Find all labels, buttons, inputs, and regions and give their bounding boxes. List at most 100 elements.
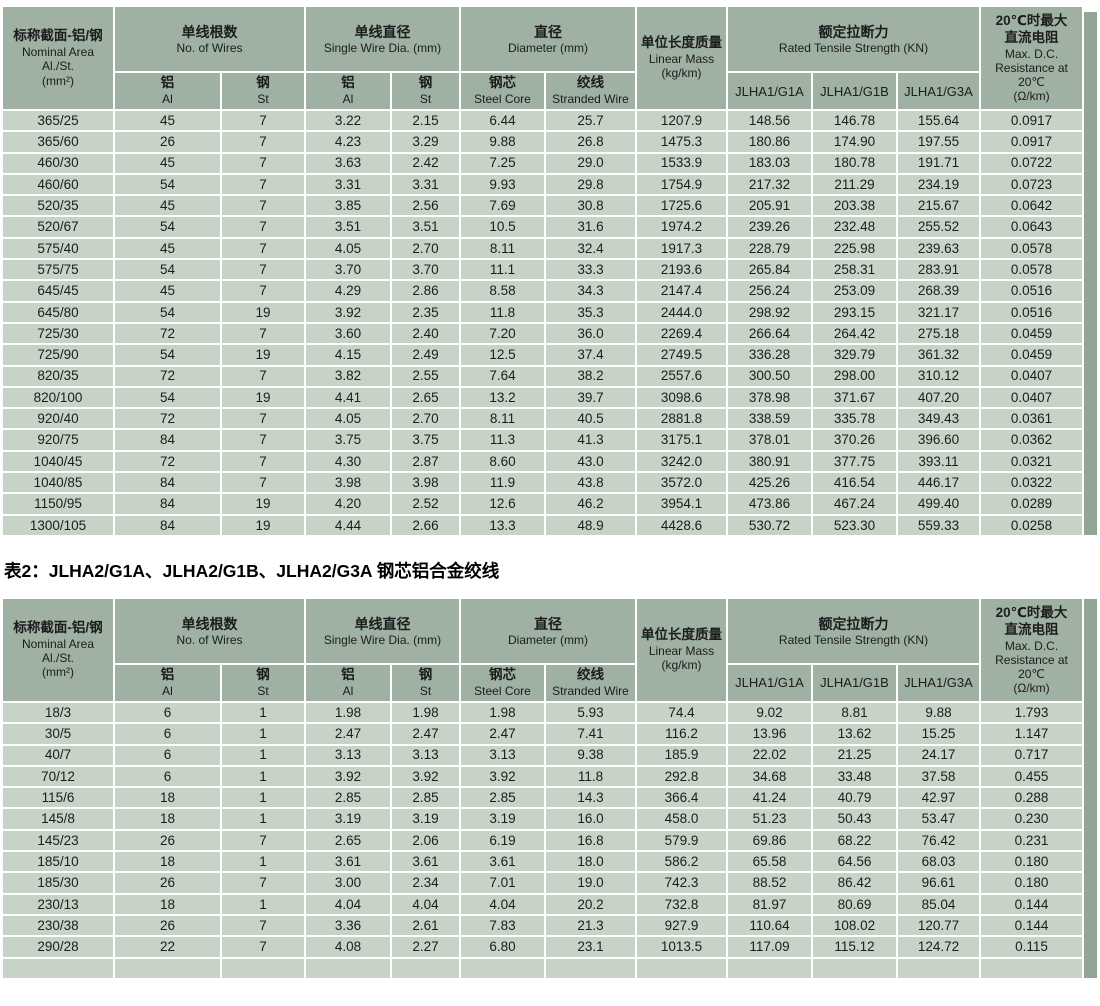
header-line-en: Al bbox=[162, 92, 173, 107]
header-line-zh: 钢 bbox=[418, 75, 433, 91]
table-cell: 81.97 bbox=[728, 894, 811, 914]
table-cell: 232.48 bbox=[813, 217, 896, 237]
table-cell: 10.5 bbox=[461, 217, 544, 237]
table-cell: 1 bbox=[222, 724, 304, 744]
table-cell: 4.04 bbox=[306, 894, 390, 914]
table-cell: 26 bbox=[115, 830, 220, 851]
table-cell: 7 bbox=[222, 196, 304, 216]
subheader-al-dia: 铝 Al bbox=[306, 73, 390, 109]
table-cell: 35.3 bbox=[546, 302, 635, 322]
table-cell: 13.2 bbox=[461, 387, 544, 408]
table-row: 920/40 72 7 4.05 2.70 8.11 40.5 2881.8 338.59 335… bbox=[3, 409, 1082, 429]
table-cell: 7 bbox=[222, 111, 304, 131]
table-cell: 3.22 bbox=[306, 111, 390, 131]
table-cell: 8.11 bbox=[461, 409, 544, 429]
table-cell: 2.56 bbox=[392, 196, 459, 216]
table-row: 230/38 26 7 3.36 2.61 7.83 21.3 927.9 110.64 108.… bbox=[3, 915, 1082, 936]
table-cell: 234.19 bbox=[898, 174, 979, 195]
table-cell: 3.13 bbox=[461, 745, 544, 765]
right-edge-band bbox=[1084, 12, 1097, 535]
table-row: 725/90 54 19 4.15 2.49 12.5 37.4 2749.5 336.28 32… bbox=[3, 345, 1082, 365]
table-cell: 336.28 bbox=[728, 345, 811, 365]
table-cell: 1 bbox=[222, 745, 304, 765]
header-line-zh: 标称截面-铝/钢 bbox=[13, 620, 103, 636]
table-cell: 54 bbox=[115, 387, 220, 408]
table-row: 820/35 72 7 3.82 2.55 7.64 38.2 2557.6 300.50 298… bbox=[3, 366, 1082, 386]
table-cell: 7.01 bbox=[461, 873, 544, 893]
spec-table-1: 标称截面-铝/钢 Nominal Area Al./St. (mm²) 单线根数… bbox=[1, 5, 1084, 537]
table-cell: 0.0643 bbox=[981, 217, 1082, 237]
table-cell: 0.0917 bbox=[981, 132, 1082, 152]
table-cell: 298.00 bbox=[813, 366, 896, 386]
header-line-zh: 钢 bbox=[418, 667, 433, 683]
table-cell: 18 bbox=[115, 788, 220, 808]
right-edge-band bbox=[1084, 598, 1097, 978]
table-cell: 256.24 bbox=[728, 281, 811, 301]
table-cell: 15.25 bbox=[898, 724, 979, 744]
subheader-steel-core: 钢芯 Steel Core bbox=[461, 73, 544, 109]
header-line-en: (mm²) bbox=[42, 73, 74, 88]
header-line-en: Max. D.C. bbox=[1004, 638, 1059, 653]
table-cell: 72 bbox=[115, 451, 220, 472]
table-cell: 11.1 bbox=[461, 260, 544, 280]
table-cell: 380.91 bbox=[728, 451, 811, 472]
table-cell: 45 bbox=[115, 111, 220, 131]
header-no-of-wires: 单线根数 No. of Wires bbox=[115, 7, 304, 71]
table-cell: 115/6 bbox=[3, 788, 113, 808]
table-cell: 1.98 bbox=[306, 702, 390, 723]
table-row: 30/5 6 1 2.47 2.47 2.47 7.41 116.2 13.96 13.62 15.… bbox=[3, 724, 1082, 744]
table-cell: 96.61 bbox=[898, 873, 979, 893]
table-cell: 34.3 bbox=[546, 281, 635, 301]
table-row: 1300/105 84 19 4.44 2.66 13.3 48.9 4428.6 530.72… bbox=[3, 515, 1082, 535]
table-cell: 203.38 bbox=[813, 196, 896, 216]
table-cell: 197.55 bbox=[898, 132, 979, 152]
table-cell: 2193.6 bbox=[637, 260, 726, 280]
header-line-en: St bbox=[419, 92, 432, 107]
subheader-st-dia: 钢 St bbox=[392, 664, 459, 701]
subheader-st-count: 钢 St bbox=[222, 73, 304, 109]
table-cell: 2.65 bbox=[392, 387, 459, 408]
header-line-zh: 铝 bbox=[341, 667, 355, 683]
subheader-steel-core: 钢芯 Steel Core bbox=[461, 664, 544, 701]
table-cell: 185/10 bbox=[3, 852, 113, 872]
table2-header: 标称截面-铝/钢 Nominal Area Al./St. (mm²) 单线根数… bbox=[3, 598, 1082, 701]
table-cell: 446.17 bbox=[898, 473, 979, 493]
table-cell: 3.19 bbox=[392, 809, 459, 829]
table-cell: 4.20 bbox=[306, 494, 390, 514]
table-cell: 1917.3 bbox=[637, 238, 726, 259]
table-cell: 1.98 bbox=[392, 702, 459, 723]
table-cell: 3175.1 bbox=[637, 430, 726, 450]
table-cell: 6 bbox=[115, 745, 220, 765]
table-cell: 1 bbox=[222, 852, 304, 872]
header-line-en: Steel Core bbox=[474, 92, 531, 107]
table-cell: 2.15 bbox=[392, 111, 459, 131]
subheader-stranded-wire: 绞线 Stranded Wire bbox=[546, 73, 635, 109]
table-cell: 3.85 bbox=[306, 196, 390, 216]
table-cell: 0.180 bbox=[981, 873, 1082, 893]
header-line-zh: 单线根数 bbox=[181, 615, 238, 632]
table-cell: 579.9 bbox=[637, 830, 726, 851]
table-cell: 7.69 bbox=[461, 196, 544, 216]
header-line-zh: 直流电阻 bbox=[1004, 621, 1059, 637]
table-cell: 40.79 bbox=[813, 788, 896, 808]
header-line-en: No. of Wires bbox=[176, 632, 243, 647]
table-cell: 1725.6 bbox=[637, 196, 726, 216]
table-cell: 180.86 bbox=[728, 132, 811, 152]
table-row: 645/80 54 19 3.92 2.35 11.8 35.3 2444.0 298.92 29… bbox=[3, 302, 1082, 322]
subheader-st-dia: 钢 St bbox=[392, 73, 459, 109]
table-cell: 18.0 bbox=[546, 852, 635, 872]
header-line-zh: 直流电阻 bbox=[1004, 29, 1059, 45]
table-cell: 4.29 bbox=[306, 281, 390, 301]
table-cell: 7 bbox=[222, 217, 304, 237]
table-cell: 0.115 bbox=[981, 937, 1082, 957]
table-cell: 21.25 bbox=[813, 745, 896, 765]
header-single-wire-dia: 单线直径 Single Wire Dia. (mm) bbox=[306, 598, 459, 663]
table-cell: 310.12 bbox=[898, 366, 979, 386]
table-cell: 0.0516 bbox=[981, 302, 1082, 322]
subheader-jlha-g1b: JLHA1/G1B bbox=[813, 664, 896, 701]
table-cell bbox=[898, 958, 979, 978]
table-cell: 1.147 bbox=[981, 724, 1082, 744]
table-cell: 185.9 bbox=[637, 745, 726, 765]
table-cell: 2.27 bbox=[392, 937, 459, 957]
table-cell: 3.13 bbox=[306, 745, 390, 765]
